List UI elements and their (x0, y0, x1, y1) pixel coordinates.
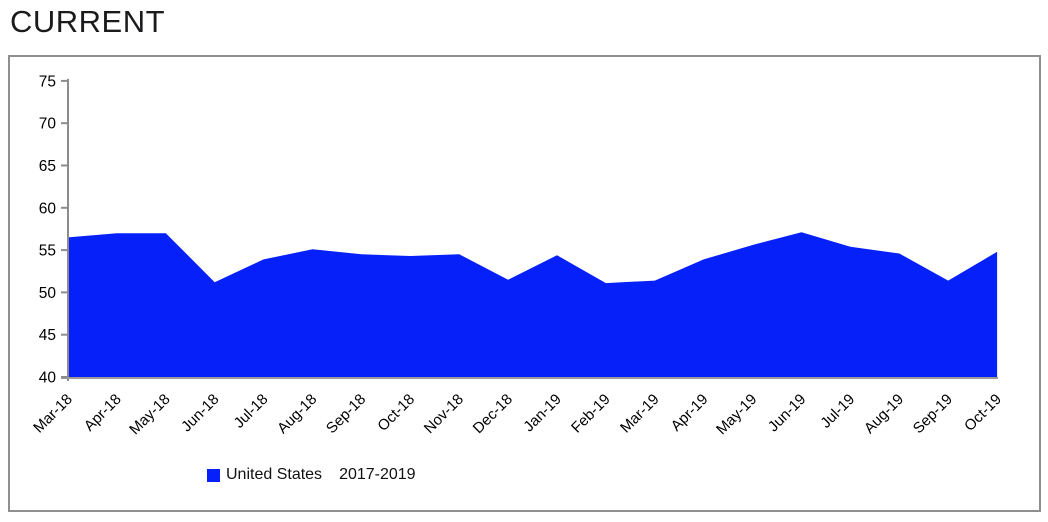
y-axis-tick-label: 55 (39, 243, 56, 260)
legend-swatch-icon (207, 468, 220, 482)
x-axis-tick-label: Oct-18 (374, 391, 418, 435)
x-axis-tick-label: Dec-18 (470, 391, 516, 437)
legend-item-united-states: United States (207, 466, 322, 484)
chart-frame: 40 45 50 55 60 65 70 75 Mar-18 Apr-18 May-18 Jun-18… (8, 55, 1041, 512)
legend-label: United States (226, 466, 323, 483)
y-axis-tick-label: 65 (39, 158, 56, 175)
x-axis-tick-label: Feb-19 (568, 391, 614, 437)
x-axis-tick-label: May-18 (126, 391, 173, 438)
x-axis-tick-label: Jul-18 (231, 391, 272, 432)
legend-label-period: 2017-2019 (339, 466, 416, 483)
x-axis-tick-label: Mar-18 (30, 391, 76, 437)
y-axis-tick-label: 50 (39, 285, 57, 302)
x-axis-tick-label: Jun-18 (178, 391, 222, 435)
area-chart: 40 45 50 55 60 65 70 75 Mar-18 Apr-18 May-18 Jun-18… (30, 73, 1005, 438)
y-axis-tick-label: 60 (39, 200, 57, 217)
x-axis-tick-label: Sep-18 (323, 391, 369, 437)
x-axis-tick-label: Mar-19 (617, 391, 663, 437)
x-axis-tick-label: Jul-19 (817, 391, 858, 432)
x-axis-tick-label: May-19 (713, 391, 760, 438)
x-axis-tick-label: Apr-18 (81, 391, 125, 435)
x-axis-tick-label: Jun-19 (765, 391, 809, 435)
x-axis-tick-label: Aug-18 (274, 391, 320, 437)
x-axis-tick-label: Apr-19 (668, 391, 712, 435)
page-title: CURRENT (10, 4, 166, 39)
y-axis-tick-label: 40 (39, 370, 57, 387)
x-axis-tick-label: Aug-19 (861, 391, 907, 437)
y-axis-tick-label: 75 (39, 73, 56, 90)
x-axis-tick-label: Jan-19 (520, 391, 564, 435)
legend-item-period: 2017-2019 (339, 466, 416, 484)
x-axis-tick-label: Oct-19 (961, 391, 1005, 435)
chart-legend: United States 2017-2019 (207, 466, 416, 484)
area-series-united-states (68, 232, 998, 377)
x-axis-tick-label: Sep-19 (910, 391, 956, 437)
x-axis-tick-label: Nov-18 (421, 391, 467, 437)
y-axis-tick-label: 70 (39, 116, 57, 133)
y-axis-tick-label: 45 (39, 327, 56, 344)
